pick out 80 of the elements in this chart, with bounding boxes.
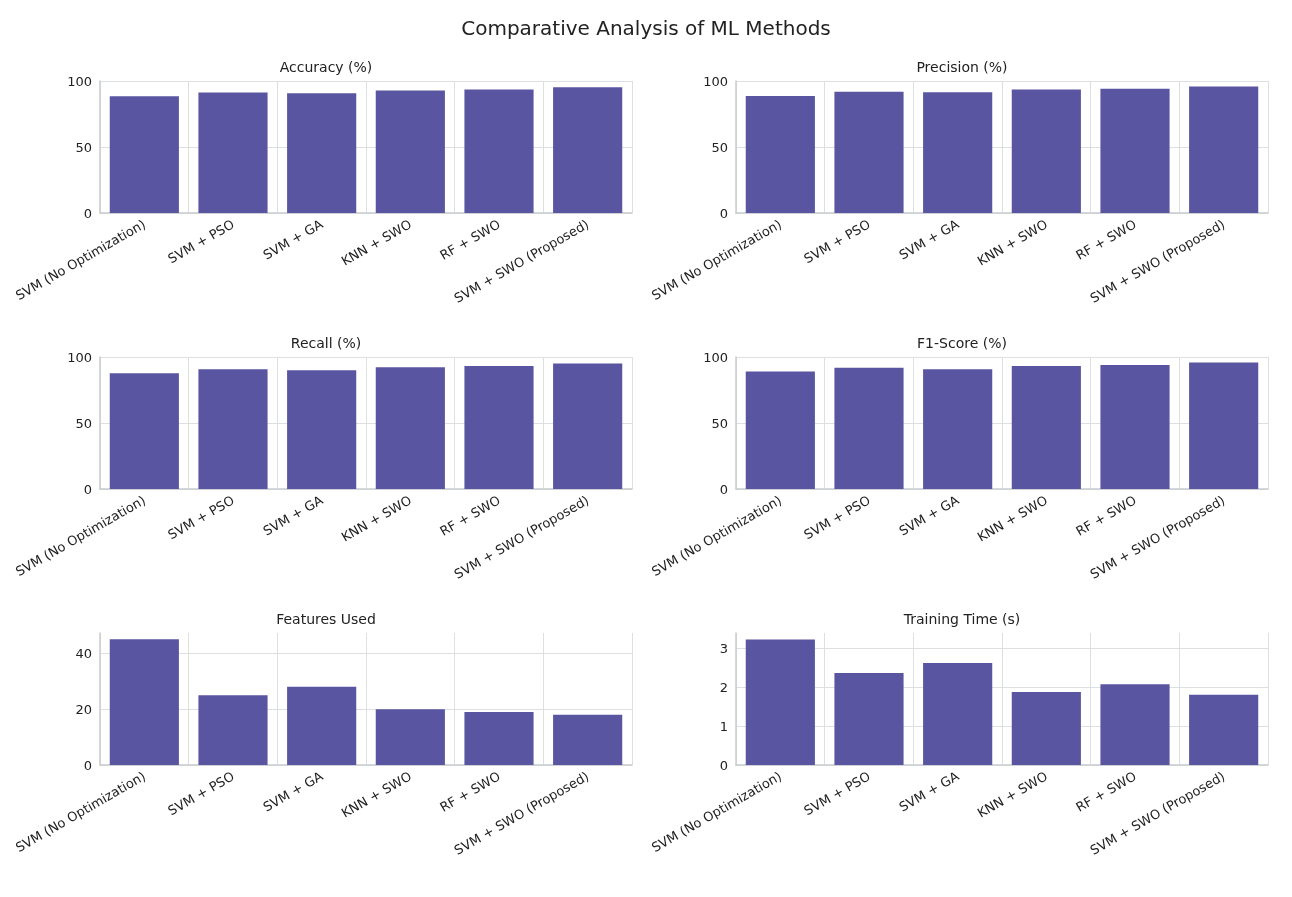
y-tick-label: 0 xyxy=(719,757,728,773)
x-tick-label: RF + SWO xyxy=(437,768,503,815)
x-tick-label: SVM + GA xyxy=(260,768,326,815)
x-tick-label: RF + SWO xyxy=(437,492,503,539)
y-tick-label: 40 xyxy=(75,645,92,661)
bar xyxy=(287,370,357,489)
x-tick-label: SVM + GA xyxy=(260,216,326,263)
chart-title: Accuracy (%) xyxy=(279,59,373,75)
bar xyxy=(1011,89,1081,213)
bar xyxy=(923,92,993,213)
bar xyxy=(834,91,904,213)
y-tick-label: 100 xyxy=(67,73,92,89)
x-tick-label: KNN + SWO xyxy=(338,492,415,545)
y-tick-label: 50 xyxy=(75,415,92,431)
bar xyxy=(198,369,268,489)
y-tick-label: 100 xyxy=(703,349,728,365)
bar xyxy=(109,96,179,213)
y-tick-label: 0 xyxy=(83,757,92,773)
y-tick-label: 0 xyxy=(719,205,728,221)
x-tick-label: RF + SWO xyxy=(1073,768,1139,815)
x-tick-label: RF + SWO xyxy=(1073,216,1139,263)
bar xyxy=(553,87,623,213)
y-tick-label: 3 xyxy=(719,641,728,657)
bar xyxy=(1100,684,1170,765)
bar xyxy=(464,89,534,213)
y-tick-label: 0 xyxy=(83,205,92,221)
bar xyxy=(553,363,623,489)
bar xyxy=(109,373,179,489)
bar xyxy=(745,95,815,213)
x-tick-label: SVM + PSO xyxy=(801,768,873,819)
chart-title: Precision (%) xyxy=(916,59,1008,75)
bar xyxy=(375,90,445,213)
bar xyxy=(1189,694,1259,765)
y-tick-label: 1 xyxy=(719,718,728,734)
bar xyxy=(464,711,534,765)
bar xyxy=(745,639,815,765)
x-tick-label: RF + SWO xyxy=(1073,492,1139,539)
x-tick-label: KNN + SWO xyxy=(974,768,1051,821)
y-tick-label: 0 xyxy=(83,481,92,497)
bar xyxy=(553,714,623,765)
x-tick-label: SVM + GA xyxy=(896,216,962,263)
y-tick-label: 50 xyxy=(711,415,728,431)
x-tick-label: KNN + SWO xyxy=(974,492,1051,545)
bar xyxy=(464,366,534,489)
bar xyxy=(375,709,445,765)
y-tick-label: 50 xyxy=(711,139,728,155)
bar xyxy=(109,639,179,765)
text: Comparative Analysis of ML Methods xyxy=(460,15,832,42)
bar xyxy=(1189,86,1259,213)
x-tick-label: SVM + PSO xyxy=(165,216,237,267)
chart-title: F1-Score (%) xyxy=(917,335,1007,351)
x-tick-label: SVM + GA xyxy=(896,492,962,539)
chart-title: Recall (%) xyxy=(290,335,362,351)
x-tick-label: SVM + GA xyxy=(260,492,326,539)
y-tick-label: 50 xyxy=(75,139,92,155)
x-tick-label: SVM + PSO xyxy=(801,492,873,543)
bar xyxy=(1100,88,1170,213)
chart-title: Features Used xyxy=(276,611,376,627)
y-tick-label: 2 xyxy=(719,679,728,695)
bar xyxy=(834,672,904,765)
x-tick-label: SVM + GA xyxy=(896,768,962,815)
y-tick-label: 20 xyxy=(75,701,92,717)
x-tick-label: RF + SWO xyxy=(437,216,503,263)
bar xyxy=(287,686,357,765)
y-tick-label: 100 xyxy=(67,349,92,365)
x-tick-label: KNN + SWO xyxy=(974,216,1051,269)
x-tick-label: KNN + SWO xyxy=(338,768,415,821)
x-tick-label: SVM + PSO xyxy=(165,492,237,543)
chart-title: Training Time (s) xyxy=(902,611,1021,627)
bar xyxy=(198,695,268,765)
x-tick-label: SVM + PSO xyxy=(165,768,237,819)
y-tick-label: 0 xyxy=(719,481,728,497)
y-tick-label: 100 xyxy=(703,73,728,89)
bar xyxy=(923,662,993,765)
bar xyxy=(198,92,268,213)
bar xyxy=(287,93,357,213)
x-tick-label: SVM + PSO xyxy=(801,216,873,267)
x-tick-label: KNN + SWO xyxy=(338,216,415,269)
bar xyxy=(375,367,445,489)
bar xyxy=(1011,692,1081,765)
